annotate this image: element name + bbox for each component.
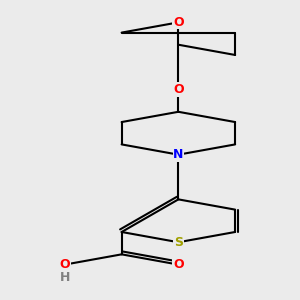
Text: H: H bbox=[60, 271, 70, 284]
Text: O: O bbox=[60, 258, 70, 271]
Text: S: S bbox=[174, 236, 183, 249]
Text: O: O bbox=[173, 16, 184, 29]
Text: N: N bbox=[173, 148, 184, 161]
Text: O: O bbox=[173, 258, 184, 271]
Text: O: O bbox=[173, 83, 184, 96]
